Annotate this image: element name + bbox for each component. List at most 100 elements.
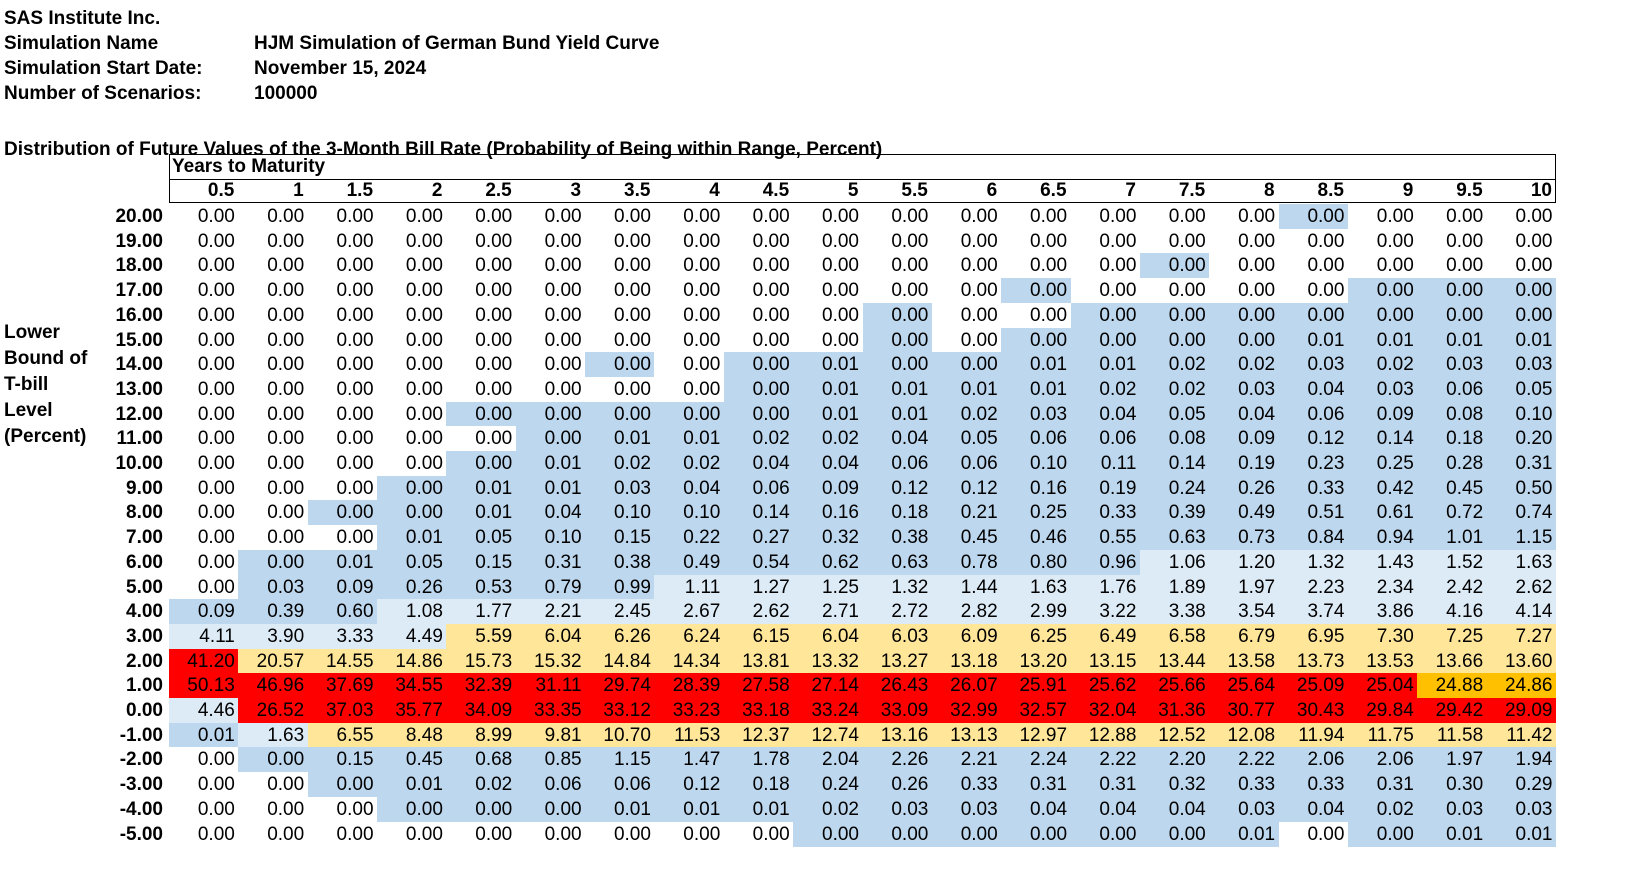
- table-cell: 0.00: [1347, 302, 1418, 328]
- table-cell: 0.16: [793, 500, 863, 526]
- table-cell: 2.06: [1278, 747, 1349, 773]
- table-cell: 0.00: [1417, 228, 1488, 254]
- table-cell: 37.69: [307, 673, 378, 699]
- column-header: 7.5: [1178, 180, 1206, 201]
- table-cell: 0.00: [1001, 204, 1072, 230]
- table-cell: 0.00: [862, 821, 933, 847]
- table-cell: 0.00: [723, 376, 794, 403]
- table-cell: 0.00: [238, 253, 309, 279]
- table-cell: 3.86: [1347, 599, 1418, 625]
- table-cell: 1.27: [723, 574, 794, 600]
- table-cell: 0.06: [931, 451, 1002, 477]
- table-cell: 0.20: [1486, 426, 1557, 452]
- header-value: November 15, 2024: [254, 58, 427, 79]
- table-cell: 0.04: [515, 500, 586, 526]
- table-cell: 0.00: [169, 821, 239, 847]
- table-cell: 0.09: [169, 599, 239, 625]
- table-cell: 0.00: [1209, 302, 1280, 328]
- table-cell: 0.00: [377, 500, 447, 526]
- table-cell: 0.00: [446, 253, 517, 279]
- table-cell: 0.49: [654, 549, 725, 575]
- table-cell: 1.06: [1139, 549, 1210, 575]
- table-cell: 0.00: [585, 327, 655, 353]
- table-cell: 0.00: [1001, 327, 1072, 353]
- table-cell: 0.02: [1139, 376, 1210, 403]
- table-cell: 0.53: [446, 574, 517, 600]
- row-header: 11.00: [116, 428, 164, 450]
- table-cell: 0.01: [1070, 352, 1141, 378]
- row-header: 4.00: [126, 601, 163, 623]
- row-header: -3.00: [119, 774, 163, 796]
- row-header: 16.00: [115, 304, 163, 326]
- table-cell: 0.00: [1209, 278, 1280, 304]
- table-cell: 0.31: [1486, 451, 1557, 477]
- table-cell: 0.00: [238, 796, 309, 822]
- table-cell: 0.00: [446, 426, 517, 452]
- table-cell: 6.04: [793, 623, 863, 650]
- table-cell: 13.18: [931, 648, 1002, 674]
- table-cell: 1.77: [446, 599, 517, 625]
- table-cell: 0.05: [377, 549, 447, 575]
- table-cell: 0.09: [1347, 401, 1418, 427]
- table-cell: 7.30: [1347, 623, 1418, 650]
- table-cell: 0.00: [1278, 204, 1349, 230]
- column-header: 6.5: [1040, 180, 1067, 201]
- table-cell: 2.42: [1417, 574, 1488, 600]
- table-cell: 1.43: [1347, 549, 1418, 575]
- table-cell: 4.49: [377, 623, 447, 650]
- table-cell: 2.45: [585, 599, 655, 625]
- table-cell: 0.04: [723, 451, 794, 477]
- row-header: 1.00: [126, 675, 163, 697]
- table-cell: 0.04: [1278, 796, 1349, 822]
- table-cell: 0.00: [793, 278, 863, 304]
- table-cell: 0.02: [1209, 352, 1280, 378]
- table-cell: 33.23: [654, 698, 725, 724]
- table-cell: 0.06: [1070, 426, 1141, 452]
- table-cell: 0.94: [1347, 525, 1418, 551]
- table-cell: 0.00: [793, 253, 863, 279]
- table-cell: 26.52: [238, 698, 309, 724]
- table-cell: 0.50: [1486, 475, 1557, 501]
- table-cell: 2.22: [1070, 747, 1141, 773]
- row-header: 10.00: [115, 453, 163, 474]
- table-cell: 0.01: [377, 772, 447, 798]
- table-cell: 0.01: [1347, 327, 1418, 353]
- header-label: Simulation Start Date:: [4, 58, 203, 79]
- table-cell: 0.03: [1209, 796, 1280, 822]
- table-cell: 0.03: [1486, 352, 1557, 378]
- table-cell: 0.31: [1347, 772, 1418, 798]
- table-cell: 0.00: [862, 278, 933, 304]
- table-cell: 0.00: [377, 401, 447, 427]
- table-cell: 1.20: [1209, 549, 1280, 575]
- table-cell: 28.39: [654, 673, 725, 699]
- table-cell: 1.89: [1139, 574, 1210, 600]
- table-cell: 2.24: [1001, 747, 1072, 773]
- table-cell: 0.00: [169, 549, 239, 575]
- table-cell: 0.00: [1417, 204, 1488, 230]
- table-cell: 0.54: [723, 549, 794, 575]
- table-cell: 0.00: [169, 451, 239, 477]
- table-cell: 6.25: [1001, 623, 1072, 650]
- table-cell: 3.33: [307, 623, 378, 650]
- table-cell: 0.32: [793, 525, 863, 551]
- table-cell: 24.88: [1417, 673, 1488, 699]
- table-cell: 2.21: [931, 747, 1002, 773]
- table-cell: 0.00: [1001, 253, 1072, 279]
- table-cell: 0.00: [931, 204, 1002, 230]
- table-cell: 0.00: [723, 278, 794, 304]
- table-cell: 1.97: [1209, 574, 1280, 600]
- table-cell: 0.80: [1001, 549, 1072, 575]
- table-cell: 0.03: [1278, 352, 1349, 378]
- table-cell: 25.62: [1070, 673, 1141, 699]
- table-cell: 0.00: [238, 376, 309, 403]
- column-group-label: Years to Maturity: [172, 156, 326, 177]
- table-cell: 0.00: [515, 204, 586, 230]
- table-cell: 0.00: [585, 228, 655, 254]
- column-header: 5: [847, 180, 859, 201]
- table-cell: 0.00: [169, 352, 239, 378]
- table-cell: 0.73: [1209, 525, 1280, 551]
- table-cell: 0.00: [515, 352, 586, 378]
- table-cell: 20.57: [238, 648, 309, 674]
- table-cell: 0.42: [1347, 475, 1418, 501]
- table-cell: 0.00: [307, 401, 378, 427]
